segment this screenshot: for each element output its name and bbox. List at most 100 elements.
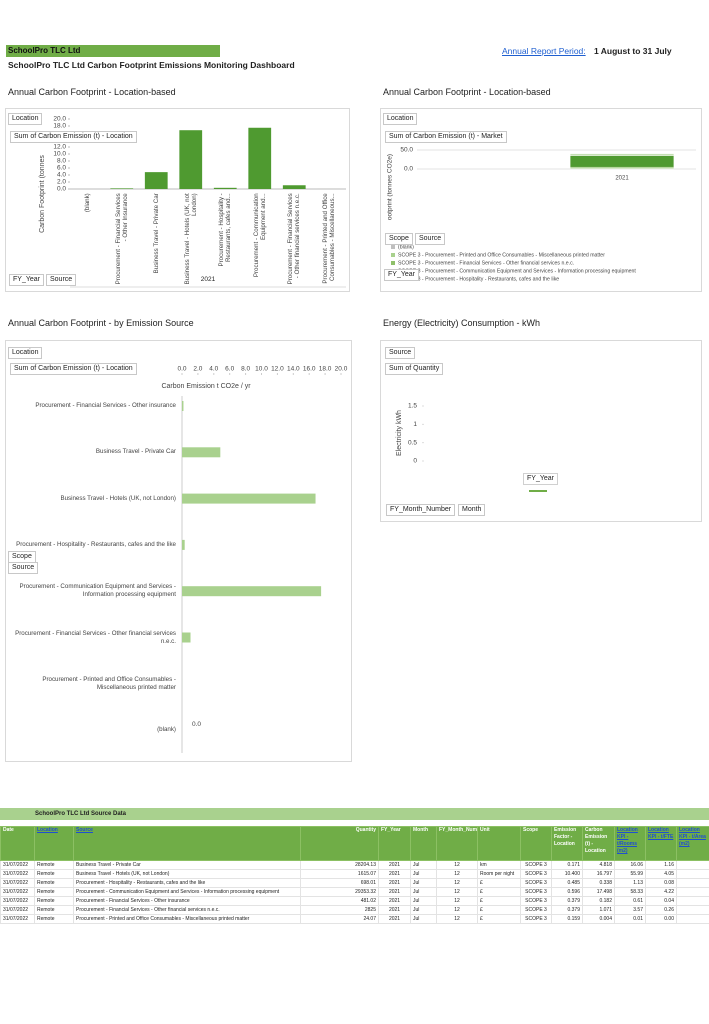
x-tick-label: 20.0 [335, 366, 348, 373]
field-button[interactable]: Source [385, 347, 416, 359]
field-button[interactable]: Sum of Carbon Emission (t) - Location [10, 363, 137, 375]
chart-svg: 0.0 2.0 4.0 6.0 8.0 10.0 12.0 14.0 16.0 18.0 20.0 C… [161, 366, 348, 753]
table-cell: 0.01 [614, 914, 646, 924]
table-cell: SCOPE 3 [520, 914, 552, 924]
y-tick-label: 10.0 [53, 151, 66, 158]
bar [182, 447, 221, 458]
chart-energy: Energy (Electricity) Consumption - kWh 0 0… [380, 316, 702, 522]
bar [213, 187, 237, 189]
field-button[interactable]: Scope [385, 233, 413, 245]
column-header: Date [0, 826, 35, 861]
table-cell: Business Travel - Private Car [73, 860, 301, 870]
table-cell-empty [676, 896, 709, 906]
x-axis-label: Carbon Emission t CO2e / yr [161, 383, 251, 390]
field-button[interactable]: Location [8, 347, 43, 359]
y-tick-label: (blank) [157, 726, 176, 734]
y-tick-label: 50.0 [400, 147, 413, 154]
chart-title: Annual Carbon Footprint - Location-based [383, 87, 551, 97]
table-body: 31/07/2022 Remote Business Travel - Privat… [0, 860, 709, 924]
field-button[interactable]: Sum of Carbon Emission (t) - Location [10, 131, 137, 143]
y-tick-label: 20.0 [53, 116, 66, 123]
y-tick-label: 0.0 [404, 166, 413, 173]
table-cell: SCOPE 3 [520, 896, 552, 906]
y-tick-label: 0 [413, 458, 417, 465]
table-cell: Remote [34, 887, 74, 897]
x-tick-label: 12.0 [271, 366, 284, 373]
table-cell: 4.05 [645, 869, 677, 879]
field-button[interactable]: Sum of Quantity [385, 363, 444, 375]
bar [248, 127, 272, 189]
table-cell-empty [676, 914, 709, 924]
column-header[interactable]: Location KPI - t/FTE [645, 826, 677, 861]
table-cell: 0.379 [551, 896, 583, 906]
x-tick-label: 0.0 [177, 366, 186, 373]
y-tick-label: Procurement - Hospitality - Restaurants,… [16, 540, 176, 548]
table-cell: 2021 [378, 914, 411, 924]
table-cell: 0.379 [551, 905, 583, 915]
column-header: Quantity [300, 826, 379, 861]
period-link[interactable]: Annual Report Period: [502, 46, 586, 56]
table-cell: 2021 [378, 905, 411, 915]
y-tick-label: 18.0 [53, 123, 66, 130]
y-tick-label: 1 [413, 421, 417, 428]
x-tick-label: 2021 [615, 176, 629, 182]
field-button[interactable]: Source [46, 274, 77, 286]
y-axis-label: Carbon Footprint (tonnes [39, 155, 46, 233]
field-button[interactable]: Scope [8, 551, 36, 563]
table-cell: 1.071 [582, 905, 615, 915]
field-button[interactable]: Source [415, 233, 446, 245]
y-tick-label: 1.5 [408, 403, 417, 410]
chart-market: Annual Carbon Footprint - Location-based… [380, 85, 702, 292]
column-header[interactable]: Location KPI - t/Area (m2) [676, 826, 709, 861]
table-cell: Remote [34, 905, 74, 915]
field-button[interactable]: FY_Month_Number [386, 504, 456, 516]
column-header: FY_Year [378, 826, 411, 861]
field-button[interactable]: FY_Year [9, 274, 44, 286]
column-header[interactable]: Source [73, 826, 301, 861]
table-cell: Procurement - Financial Services - Other… [73, 896, 301, 906]
chart-panel: 0 0.5 1 1.5 Electricity kWh FY_Year Source Sum … [380, 340, 702, 522]
table-row: 31/07/2022 Remote Procurement - Financial … [0, 905, 709, 915]
column-header[interactable]: Location [34, 826, 74, 861]
table-row: 31/07/2022 Remote Procurement - Communicat… [0, 887, 709, 897]
y-tick-label: 2.0 [57, 179, 66, 186]
table-cell: 0.338 [582, 878, 615, 888]
table-cell: 0.61 [614, 896, 646, 906]
table-cell: 31/07/2022 [0, 905, 35, 915]
field-button[interactable]: Location [383, 113, 418, 125]
legend-label: SCOPE 3 - Procurement - Communication Eq… [398, 268, 636, 274]
table-cell: 10.400 [551, 869, 583, 879]
column-header[interactable]: Location KPI - t/Rooms (m2) [614, 826, 646, 861]
company-bar: SchoolPro TLC Ltd [6, 45, 220, 57]
table-cell: 16.06 [614, 860, 646, 870]
table-cell: Procurement - Printed and Office Consuma… [73, 914, 301, 924]
bar-segment [570, 155, 674, 168]
chart-svg: 0 0.5 1 1.5 Electricity kWh [396, 403, 547, 492]
table-cell: 12 [436, 914, 478, 924]
x-tick-label: 2.0 [193, 366, 202, 373]
table-cell: 12 [436, 887, 478, 897]
chart-title: Annual Carbon Footprint - by Emission So… [8, 318, 194, 328]
field-button[interactable]: FY_Year [384, 269, 419, 281]
table-cell-empty [676, 887, 709, 897]
table-cell: Jul [410, 896, 437, 906]
field-button[interactable]: Source [8, 562, 39, 574]
table-cell: 58.33 [614, 887, 646, 897]
table-cell: 0.04 [645, 896, 677, 906]
legend-swatch [391, 253, 395, 257]
column-header: Carbon Emission (t) - Location [582, 826, 615, 861]
chart-panel: 0.0 2.0 4.0 6.0 8.0 10.0 12.0 14.0 16.0 18.0 20.0 C… [5, 340, 352, 762]
table-cell: Remote [34, 896, 74, 906]
table-cell: 2021 [378, 869, 411, 879]
field-button[interactable]: Location [8, 113, 43, 125]
bar [182, 539, 185, 550]
field-button[interactable]: Sum of Carbon Emission (t) - Market [385, 131, 507, 143]
bar [144, 172, 168, 189]
table-cell: 12 [436, 896, 478, 906]
field-button[interactable]: Month [458, 504, 486, 516]
y-axis-label: ootprint (tonnes CO2e) [387, 154, 394, 220]
data-table: Date Location Source Quantity FY_Year Month FY… [0, 826, 709, 924]
legend-label: SCOPE 3 - Procurement - Hospitality - Re… [398, 276, 559, 282]
x-tick-label: Procurement - Financial Services - Other… [114, 193, 129, 285]
column-header: Emission Factor - Location [551, 826, 583, 861]
